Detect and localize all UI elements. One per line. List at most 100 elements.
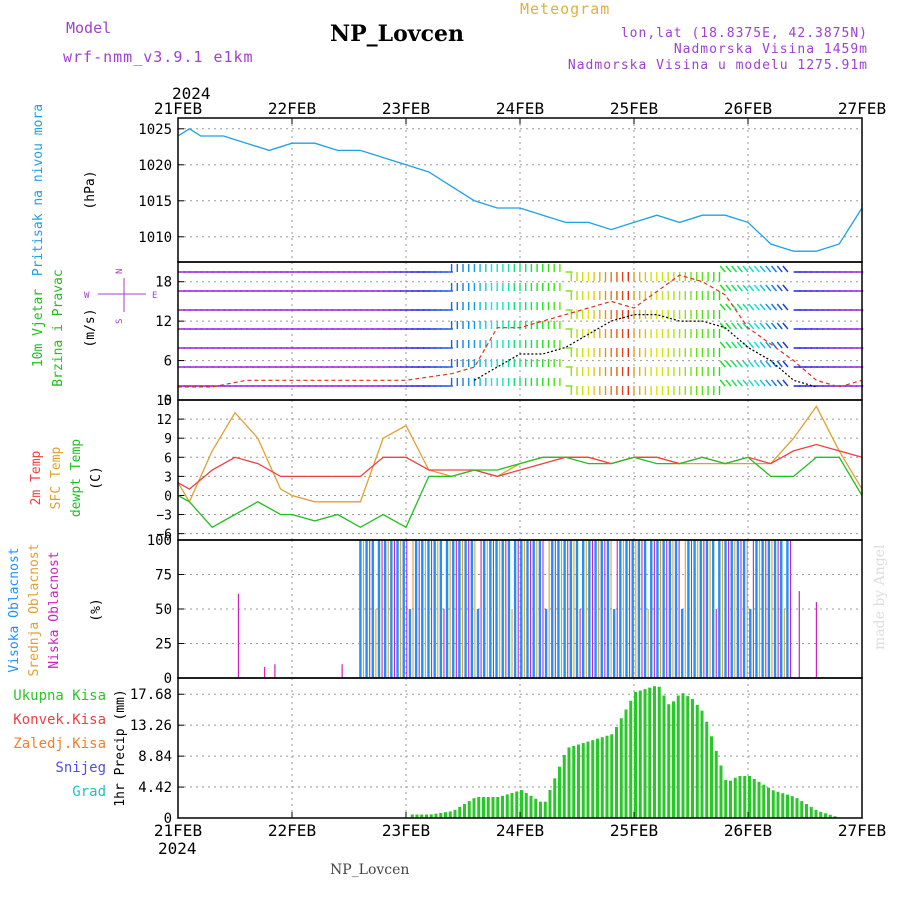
y-tick-label: 6 xyxy=(164,354,172,370)
top-day-label: 23FEB xyxy=(382,99,430,118)
y-tick-label: 1015 xyxy=(138,194,172,210)
wind-arrow xyxy=(776,341,783,349)
precip-bar xyxy=(771,790,775,818)
precip-bar xyxy=(695,704,699,818)
precip-bar xyxy=(729,780,732,818)
y-tick-label: 25 xyxy=(155,637,172,653)
y-tick-label: 18 xyxy=(155,275,172,291)
wind-side-label-2: Brzina i Pravac xyxy=(51,269,66,386)
wind-arrow xyxy=(731,284,738,292)
y-tick-label: 1010 xyxy=(138,230,172,246)
mid-cloud-label: Srednja Oblacnost xyxy=(27,543,42,676)
bottom-day-label: 26FEB xyxy=(724,821,772,840)
precip-legend-item: Ukupna Kisa xyxy=(13,688,106,704)
wind-arrow xyxy=(748,284,755,292)
high-cloud-label: Visoka Oblacnost xyxy=(7,547,22,672)
precip-bar xyxy=(520,790,523,818)
precip-bar xyxy=(496,797,500,818)
precip-bar xyxy=(714,750,718,818)
precip-bar xyxy=(676,695,680,818)
precip-bar xyxy=(672,701,675,818)
precip-bar xyxy=(748,776,751,818)
wind-arrow xyxy=(748,341,755,349)
sfc-side-label: SFC Temp xyxy=(49,447,64,510)
precip-bar xyxy=(448,811,452,818)
wind-arrow xyxy=(759,322,766,330)
wind-arrow xyxy=(765,379,772,387)
wind-arrow xyxy=(748,303,755,311)
precip-bar xyxy=(510,792,514,818)
precip-bar xyxy=(653,686,656,818)
precip-legend-item: Snijeg xyxy=(55,760,106,776)
precip-bar xyxy=(591,740,595,818)
precip-bar xyxy=(505,794,509,818)
wind-arrow xyxy=(742,303,749,311)
wind-arrow xyxy=(770,284,778,292)
precip-bar xyxy=(705,721,709,818)
wind-arrow xyxy=(719,322,726,330)
bottom-day-label: 22FEB xyxy=(268,821,316,840)
bottom-day-label: 23FEB xyxy=(382,821,430,840)
top-day-label: 25FEB xyxy=(610,99,658,118)
precip-bar xyxy=(724,780,728,818)
wind-arrow xyxy=(736,379,743,387)
precip-bar xyxy=(543,801,547,818)
precip-bar xyxy=(472,798,476,818)
wind-arrow xyxy=(776,360,783,368)
wind-arrow xyxy=(753,341,760,349)
wind-arrow xyxy=(719,265,726,273)
bottom-day-label: 25FEB xyxy=(610,821,658,840)
top-day-label: 24FEB xyxy=(496,99,544,118)
compass-w: W xyxy=(84,291,90,301)
precip-bar xyxy=(691,699,694,818)
precip-bar xyxy=(434,813,438,818)
top-day-label: 26FEB xyxy=(724,99,772,118)
precip-bar xyxy=(738,776,742,818)
precip-bar xyxy=(615,727,618,818)
precip-bar xyxy=(605,735,609,818)
precip-bar xyxy=(790,796,794,818)
pressure-side-label: Pritisak na nivou mora xyxy=(31,104,46,276)
wind-arrow xyxy=(748,265,755,273)
pressure-unit-label: (hPa) xyxy=(83,170,98,209)
wind-mean-line xyxy=(474,314,817,388)
made-by-watermark: made by Angel xyxy=(872,544,888,651)
pressure-line xyxy=(177,128,863,252)
dewpt-temp-line xyxy=(177,456,863,529)
wind-arrow xyxy=(759,379,766,387)
precip-bar xyxy=(524,792,528,818)
wind-arrow xyxy=(782,379,789,387)
bottom-day-label: 24FEB xyxy=(496,821,544,840)
precip-bar xyxy=(463,804,466,818)
precip-bar xyxy=(824,813,827,818)
precip-unit-label: 1hr Precip (mm) xyxy=(113,689,128,806)
precip-bar xyxy=(415,814,419,818)
y-tick-label: 12 xyxy=(156,413,172,428)
bottom-day-label: 21FEB xyxy=(154,821,202,840)
precip-bar xyxy=(809,806,813,818)
wind-arrow xyxy=(736,284,743,292)
wind-arrow xyxy=(719,360,726,368)
precip-bar xyxy=(567,747,571,818)
wind-arrow xyxy=(753,284,760,292)
wind-arrow xyxy=(765,341,772,349)
wind-arrow xyxy=(765,265,772,273)
precip-bar xyxy=(700,710,704,818)
precip-bar xyxy=(657,686,661,818)
precip-bar xyxy=(710,736,713,818)
wind-arrow xyxy=(731,379,738,387)
precip-bar xyxy=(805,804,808,818)
precip-legend-item: Zaledj.Kisa xyxy=(13,736,106,752)
wind-arrow xyxy=(759,360,766,368)
precip-bar xyxy=(529,795,533,818)
bottom-year-label: 2024 xyxy=(158,839,197,858)
wind-arrow xyxy=(765,360,772,368)
wind-arrow xyxy=(782,303,789,311)
precip-bar xyxy=(596,738,599,818)
wind-arrow xyxy=(725,360,732,368)
precip-bar xyxy=(814,809,818,818)
precip-bar xyxy=(439,812,443,818)
wind-arrow xyxy=(765,284,772,292)
precip-bar xyxy=(410,814,414,818)
